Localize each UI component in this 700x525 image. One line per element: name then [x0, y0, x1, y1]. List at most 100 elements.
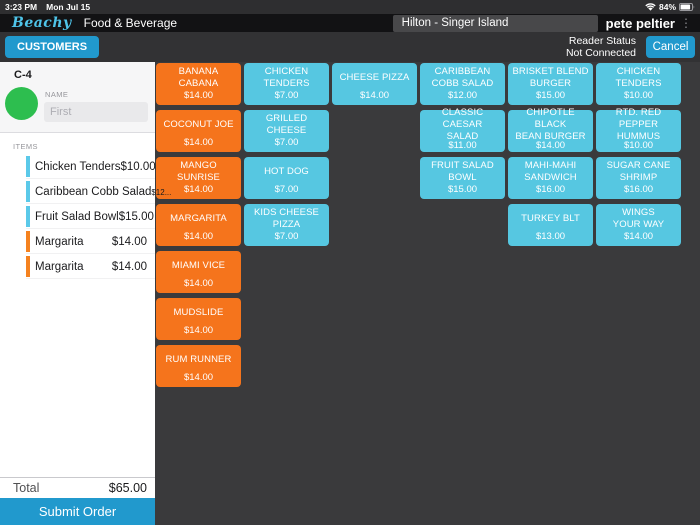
tile-name: SUGAR CANE SHRIMP [606, 160, 671, 183]
item-price: $10.00 [120, 161, 156, 173]
status-date: Mon Jul 15 [46, 2, 91, 12]
tile-name: BANANA CABANA [178, 66, 219, 89]
menu-tile-grilled-cheese[interactable]: GRILLED CHEESE $7.00 [244, 110, 329, 152]
customers-button[interactable]: CUSTOMERS [5, 36, 100, 58]
customer-section: C-4 NAME [0, 62, 155, 133]
menu-tile-mudslide[interactable]: MUDSLIDE $14.00 [156, 298, 241, 340]
order-item-chicken-tenders[interactable]: Chicken Tenders $10.00 [26, 156, 156, 179]
item-category-bar [26, 206, 30, 227]
tile-price: $14.00 [623, 231, 654, 242]
menu-tile-coconut-joe[interactable]: COCONUT JOE $14.00 [156, 110, 241, 152]
menu-tile-turkey-blt[interactable]: TURKEY BLT $13.00 [508, 204, 593, 246]
app-title: Food & Beverage [83, 16, 178, 30]
user-menu[interactable]: pete peltier [605, 15, 675, 31]
tile-name: CHICKEN TENDERS [615, 66, 662, 89]
menu-tile-rum-runner[interactable]: RUM RUNNER $14.00 [156, 345, 241, 387]
menu-tile-banana-cabana[interactable]: BANANA CABANA $14.00 [156, 63, 241, 105]
tile-price: $14.00 [183, 90, 214, 101]
tile-price: $14.00 [183, 231, 214, 242]
menu-tile-cheese-pizza[interactable]: CHEESE PIZZA $14.00 [332, 63, 417, 105]
items-label: ITEMS [13, 142, 38, 151]
item-name: Margarita [35, 236, 84, 248]
order-item-margarita[interactable]: Margarita $14.00 [26, 256, 155, 279]
menu-column-4: CARIBBEAN COBB SALAD $12.00 CLASSIC CAESAR… [420, 63, 505, 387]
tile-price: $11.00 [448, 140, 477, 151]
tile-price: $15.00 [447, 184, 478, 195]
status-bar: 3:23 PM Mon Jul 15 84% [0, 0, 700, 14]
menu-tile-chicken-tenders[interactable]: CHICKEN TENDERS $7.00 [244, 63, 329, 105]
item-category-bar [26, 256, 30, 277]
menu-tile-chipotle-black-bean-burger[interactable]: CHIPOTLE BLACK BEAN BURGER $14.00 [508, 107, 593, 152]
menu-tile-mahi-mahi-sandwich[interactable]: MAHI-MAHI SANDWICH $16.00 [508, 157, 593, 199]
battery-icon [679, 3, 695, 11]
more-options-icon[interactable]: ⋮ [680, 16, 692, 30]
location-selector[interactable]: Hilton - Singer Island [392, 14, 598, 32]
tile-name: CARIBBEAN COBB SALAD [431, 66, 494, 89]
item-name: Caribbean Cobb Salad [35, 186, 152, 198]
menu-tile-caribbean-cobb-salad[interactable]: CARIBBEAN COBB SALAD $12.00 [420, 63, 505, 105]
tile-name: FRUIT SALAD BOWL [431, 160, 494, 183]
tile-name: GRILLED CHEESE [265, 113, 308, 136]
menu-tile-wings-your-way[interactable]: WINGS YOUR WAY $14.00 [596, 204, 681, 246]
order-item-caribbean-cobb-salad[interactable]: Caribbean Cobb Salad $12... [26, 181, 171, 204]
menu-tile-classic-caesar-salad[interactable]: CLASSIC CAESAR SALAD $11.00 [420, 107, 505, 152]
menu-tile-chicken-tenders[interactable]: CHICKEN TENDERS $10.00 [596, 63, 681, 105]
menu-tile-sugar-cane-shrimp[interactable]: SUGAR CANE SHRIMP $16.00 [596, 157, 681, 199]
tile-name: CHICKEN TENDERS [263, 66, 310, 89]
name-label: NAME [45, 90, 69, 99]
order-item-fruit-salad-bowl[interactable]: Fruit Salad Bowl $15.00 [26, 206, 155, 229]
menu-tile-fruit-salad-bowl[interactable]: FRUIT SALAD BOWL $15.00 [420, 157, 505, 199]
customer-avatar[interactable] [5, 87, 38, 120]
menu-column-3: CHEESE PIZZA $14.00 [332, 63, 417, 387]
menu-tile-rtd-red-pepper-hummus[interactable]: RTD. RED PEPPER HUMMUS $10.00 [596, 107, 681, 152]
menu-column-5: BRISKET BLEND BURGER $15.00 CHIPOTLE BLACK… [508, 63, 593, 387]
item-name: Chicken Tenders [35, 161, 121, 173]
tile-price: $16.00 [623, 184, 654, 195]
item-category-bar [26, 231, 30, 252]
tile-name: MAHI-MAHI SANDWICH [524, 160, 577, 183]
tile-name: CHIPOTLE BLACK BEAN BURGER [515, 107, 586, 142]
cancel-button[interactable]: Cancel [646, 36, 695, 58]
submit-order-button[interactable]: Submit Order [0, 498, 155, 525]
tile-price: $7.00 [274, 137, 299, 148]
toolbar: CUSTOMERS Reader Status Not Connected Ca… [0, 32, 700, 62]
menu-column-2: CHICKEN TENDERS $7.00 GRILLED CHEESE $7.00 H… [244, 63, 329, 387]
wifi-icon [645, 3, 656, 11]
beachy-logo: Beachy [12, 15, 72, 31]
tile-name: HOT DOG [264, 166, 309, 177]
tile-name: MANGO SUNRISE [177, 160, 220, 183]
tile-name: TURKEY BLT [521, 213, 580, 224]
menu-tile-margarita[interactable]: MARGARITA $14.00 [156, 204, 241, 246]
tile-name: MUDSLIDE [173, 307, 224, 318]
tile-price: $7.00 [274, 184, 299, 195]
tile-price: $7.00 [274, 231, 299, 242]
tile-price: $14.00 [183, 137, 214, 148]
first-name-input[interactable] [44, 102, 148, 122]
item-price: $15.00 [118, 211, 154, 223]
menu-tile-brisket-blend-burger[interactable]: BRISKET BLEND BURGER $15.00 [508, 63, 593, 105]
tile-name: CLASSIC CAESAR SALAD [441, 107, 484, 142]
menu-tile-mango-sunrise[interactable]: MANGO SUNRISE $14.00 [156, 157, 241, 199]
tile-price: $12.00 [447, 90, 478, 101]
tile-price: $14.00 [535, 140, 566, 151]
customer-tab-label: C-4 [14, 69, 32, 81]
tile-price: $14.00 [183, 278, 214, 289]
item-name: Fruit Salad Bowl [35, 211, 119, 223]
item-price: $14.00 [111, 261, 147, 273]
item-category-bar [26, 181, 30, 202]
tile-price: $14.00 [183, 372, 214, 383]
menu-grid: BANANA CABANA $14.00 COCONUT JOE $14.00 MANG… [156, 63, 681, 387]
order-item-margarita[interactable]: Margarita $14.00 [26, 231, 155, 254]
menu-tile-kids-cheese-pizza[interactable]: KIDS CHEESE PIZZA $7.00 [244, 204, 329, 246]
battery-percent: 84% [658, 2, 676, 12]
tile-name: KIDS CHEESE PIZZA [254, 207, 319, 230]
tile-name: MARGARITA [170, 213, 227, 224]
tile-price: $10.00 [623, 90, 654, 101]
menu-tile-hot-dog[interactable]: HOT DOG $7.00 [244, 157, 329, 199]
tile-price: $14.00 [183, 184, 214, 195]
tile-price: $13.00 [535, 231, 566, 242]
tile-price: $10.00 [623, 140, 654, 151]
tile-price: $15.00 [535, 90, 566, 101]
menu-tile-miami-vice[interactable]: MIAMI VICE $14.00 [156, 251, 241, 293]
